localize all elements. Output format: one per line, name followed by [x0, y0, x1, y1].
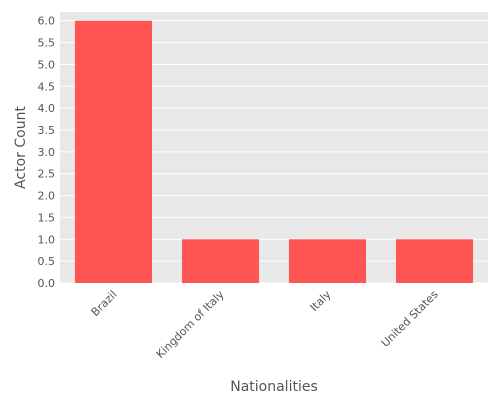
bar-kingdom-of-italy [181, 239, 260, 283]
x-tick-label: Kingdom of Italy [154, 288, 227, 361]
y-tick-label: 2.0 [38, 190, 56, 203]
x-axis-ticks: Brazil Kingdom of Italy Italy United States [89, 288, 441, 361]
y-tick-label: 0.0 [38, 277, 56, 290]
bars [74, 20, 474, 283]
x-tick-label: United States [379, 288, 441, 350]
y-tick-label: 5.0 [38, 58, 56, 71]
y-tick-label: 1.5 [38, 211, 56, 224]
y-tick-label: 0.5 [38, 255, 56, 268]
bar-brazil [74, 20, 153, 283]
y-tick-label: 2.5 [38, 168, 56, 181]
y-axis-ticks: 0.0 0.5 1.0 1.5 2.0 2.5 3.0 3.5 4.0 4.5 5.0 5.5 6.0 [38, 15, 56, 290]
y-tick-label: 4.0 [38, 102, 56, 115]
y-tick-label: 4.5 [38, 80, 56, 93]
bar-italy [288, 239, 367, 283]
y-tick-label: 5.5 [38, 37, 56, 50]
x-tick-label: Brazil [89, 288, 120, 319]
y-tick-label: 3.0 [38, 146, 56, 159]
bar-united-states [395, 239, 474, 283]
y-tick-label: 1.0 [38, 233, 56, 246]
y-tick-label: 6.0 [38, 15, 56, 28]
y-tick-label: 3.5 [38, 124, 56, 137]
x-tick-label: Italy [308, 288, 334, 314]
x-axis-label: Nationalities [230, 379, 318, 395]
y-axis-label: Actor Count [13, 106, 29, 189]
